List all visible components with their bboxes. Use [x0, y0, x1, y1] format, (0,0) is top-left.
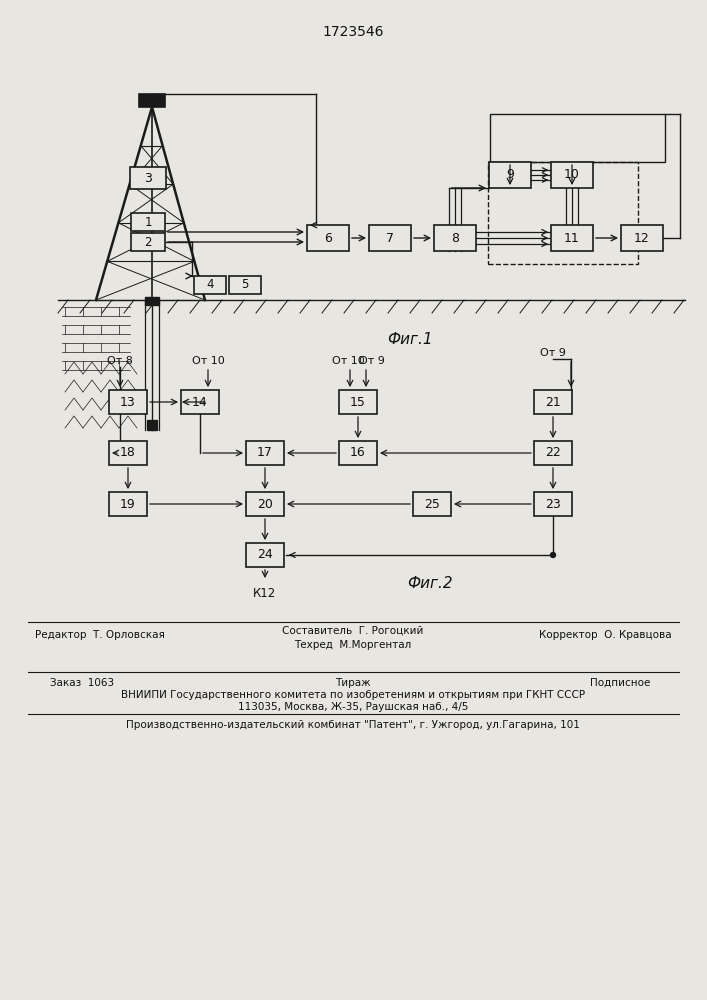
Bar	[434, 225, 476, 251]
Text: 13: 13	[120, 395, 136, 408]
Text: Фиг.2: Фиг.2	[407, 576, 452, 590]
Bar	[369, 225, 411, 251]
Text: 17: 17	[257, 446, 273, 460]
Bar	[490, 114, 665, 162]
Bar	[246, 543, 284, 567]
Bar	[131, 233, 165, 251]
Text: 23: 23	[545, 497, 561, 510]
Text: Производственно-издательский комбинат "Патент", г. Ужгород, ул.Гагарина, 101: Производственно-издательский комбинат "П…	[126, 720, 580, 730]
Text: 19: 19	[120, 497, 136, 510]
Bar	[413, 492, 451, 516]
Text: От 8: От 8	[107, 356, 133, 366]
Text: 22: 22	[545, 446, 561, 460]
Text: Составитель  Г. Рогоцкий: Составитель Г. Рогоцкий	[282, 626, 423, 636]
Bar	[488, 162, 638, 264]
Bar	[181, 390, 219, 414]
Bar	[621, 225, 663, 251]
Text: 7: 7	[386, 232, 394, 244]
Text: 21: 21	[545, 395, 561, 408]
Bar	[534, 492, 572, 516]
Bar	[246, 492, 284, 516]
Text: 2: 2	[144, 235, 152, 248]
Text: От 10: От 10	[192, 356, 224, 366]
Text: Подписное: Подписное	[590, 678, 650, 688]
Text: 18: 18	[120, 446, 136, 460]
Text: К12: К12	[253, 587, 276, 600]
Text: Фиг.1: Фиг.1	[387, 332, 433, 348]
Text: От 10: От 10	[332, 356, 364, 366]
Text: 15: 15	[350, 395, 366, 408]
Bar	[130, 167, 166, 189]
Text: 5: 5	[241, 278, 249, 292]
Text: Техред  М.Моргентал: Техред М.Моргентал	[294, 640, 411, 650]
Bar	[109, 492, 147, 516]
Bar	[109, 390, 147, 414]
Text: 9: 9	[506, 168, 514, 182]
Text: 113035, Москва, Ж-35, Раушская наб., 4/5: 113035, Москва, Ж-35, Раушская наб., 4/5	[238, 702, 468, 712]
Text: От 9: От 9	[359, 356, 385, 366]
Text: 25: 25	[424, 497, 440, 510]
Text: 24: 24	[257, 548, 273, 562]
Text: От 9: От 9	[540, 348, 566, 358]
Bar	[339, 441, 377, 465]
Text: 8: 8	[451, 232, 459, 244]
Text: 11: 11	[564, 232, 580, 244]
Bar	[551, 225, 593, 251]
Text: 1723546: 1723546	[322, 25, 384, 39]
Text: ВНИИПИ Государственного комитета по изобретениям и открытиям при ГКНТ СССР: ВНИИПИ Государственного комитета по изоб…	[121, 690, 585, 700]
Bar	[534, 390, 572, 414]
Text: Заказ  1063: Заказ 1063	[50, 678, 114, 688]
Text: Редактор  Т. Орловская: Редактор Т. Орловская	[35, 630, 165, 640]
Text: 3: 3	[144, 172, 152, 184]
Text: 20: 20	[257, 497, 273, 510]
Text: 10: 10	[564, 168, 580, 182]
Text: Корректор  О. Кравцова: Корректор О. Кравцова	[539, 630, 672, 640]
Bar	[534, 441, 572, 465]
Text: 16: 16	[350, 446, 366, 460]
Circle shape	[551, 552, 556, 558]
Bar	[246, 441, 284, 465]
Bar	[147, 420, 157, 430]
Text: 6: 6	[324, 232, 332, 244]
Bar	[109, 441, 147, 465]
Bar	[551, 162, 593, 188]
Bar	[489, 162, 531, 188]
Bar	[194, 276, 226, 294]
Text: Тираж: Тираж	[335, 678, 370, 688]
Bar	[229, 276, 261, 294]
Text: 12: 12	[634, 232, 650, 244]
Bar	[307, 225, 349, 251]
Bar	[131, 213, 165, 231]
Bar	[139, 94, 165, 107]
Bar	[339, 390, 377, 414]
Text: 4: 4	[206, 278, 214, 292]
Text: 1: 1	[144, 216, 152, 229]
Bar	[145, 297, 159, 305]
Text: 14: 14	[192, 395, 208, 408]
